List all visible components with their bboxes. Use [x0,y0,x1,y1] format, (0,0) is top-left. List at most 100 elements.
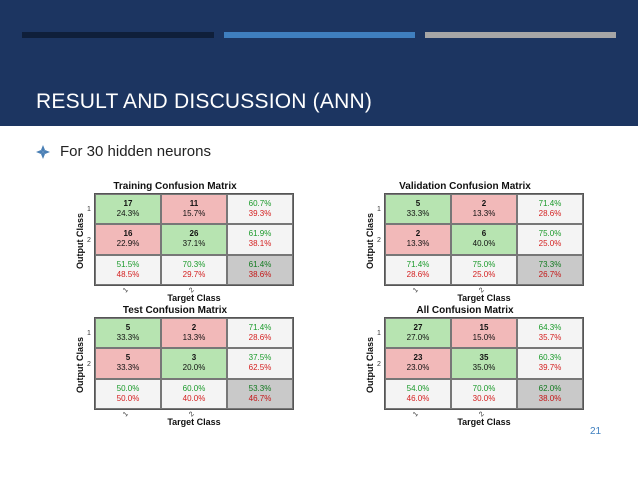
cell-primary: 23 [413,353,423,363]
cell-secondary: 46.0% [406,393,430,403]
cell-primary: 71.4% [406,259,430,269]
matrix-cell: 70.3% 29.7% [161,254,227,285]
cell-primary: 73.3% [538,259,562,269]
matrix-cell: 50.0% 50.0% [95,378,161,409]
cell-primary: 61.4% [248,259,272,269]
cell-primary: 2 [481,199,487,209]
decorative-bars [22,32,616,38]
validation-matrix-panel: Validation Confusion Matrix Output Class 1… [320,180,610,304]
cell-primary: 11 [189,199,199,209]
row-tick-2: 2 [87,361,91,368]
cell-primary: 64.3% [538,323,562,333]
matrix-cell: 61.4% 38.6% [227,254,293,285]
slide-header: RESULT AND DISCUSSION (ANN) [0,0,638,126]
cell-primary: 5 [415,199,421,209]
cell-primary: 75.0% [472,259,496,269]
cell-primary: 62.0% [538,383,562,393]
matrix-cell: 71.4% 28.6% [517,194,583,225]
matrix-cell: 2 13.3% [451,194,517,225]
matrix-cell: 23 23.0% [385,348,451,379]
bar-gray [425,32,616,38]
cell-secondary: 25.0% [472,269,496,279]
matrix-cell: 11 15.7% [161,194,227,225]
bar-dark [22,32,214,38]
row-tick-2: 2 [87,237,91,244]
cell-secondary: 62.5% [248,363,272,373]
cell-secondary: 38.6% [248,269,272,279]
row-tick-1: 1 [87,206,91,213]
matrix-cell: 64.3% 35.7% [517,318,583,349]
row-tick-1: 1 [377,206,381,213]
cell-secondary: 33.3% [406,209,430,219]
matrix-grid: 5 33.3% 2 13.3% 71.4% 28.6% 5 33.3% 3 20.0% 37.5% 6… [94,317,294,410]
matrix-cell: 60.0% 40.0% [161,378,227,409]
matrix-cell: 2 13.3% [385,224,451,255]
cell-primary: 54.0% [406,383,430,393]
cell-secondary: 40.0% [472,239,496,249]
matrix-cell: 61.9% 38.1% [227,224,293,255]
matrix-cell: 60.3% 39.7% [517,348,583,379]
cell-primary: 2 [191,323,197,333]
cell-secondary: 48.5% [116,269,140,279]
cell-primary: 5 [125,323,131,333]
matrix-cell: 35 35.0% [451,348,517,379]
cell-secondary: 35.0% [472,363,496,373]
row-tick-2: 2 [377,237,381,244]
matrix-cell: 2 13.3% [161,318,227,349]
matrix-title: Validation Confusion Matrix [399,181,531,192]
row-tick-1: 1 [377,330,381,337]
page-number: 21 [590,426,602,437]
matrix-cell: 16 22.9% [95,224,161,255]
cell-primary: 6 [481,229,487,239]
target-class-label: Target Class [457,417,511,427]
cell-secondary: 50.0% [116,393,140,403]
cell-primary: 50.0% [116,383,140,393]
cell-secondary: 37.1% [182,239,206,249]
cell-secondary: 39.3% [248,209,272,219]
matrix-cell: 70.0% 30.0% [451,378,517,409]
cell-secondary: 26.7% [538,269,562,279]
matrix-cell: 17 24.3% [95,194,161,225]
matrix-cell: 5 33.3% [95,318,161,349]
cell-secondary: 13.3% [472,209,496,219]
matrix-cell: 5 33.3% [95,348,161,379]
cell-primary: 27 [413,323,423,333]
target-class-label: Target Class [167,293,221,303]
output-class-label: Output Class [365,212,375,270]
cell-secondary: 15.0% [472,333,496,343]
slide-title: RESULT AND DISCUSSION (ANN) [36,90,373,113]
matrix-grid: 17 24.3% 11 15.7% 60.7% 39.3% 16 22.9% 26 37.1% 61… [94,193,294,286]
cell-secondary: 28.6% [248,333,272,343]
bullet-text: For 30 hidden neurons [60,143,211,160]
cell-secondary: 33.3% [116,333,140,343]
matrix-cell: 73.3% 26.7% [517,254,583,285]
diamond-bullet-icon [36,144,50,159]
matrix-cell: 71.4% 28.6% [385,254,451,285]
cell-secondary: 35.7% [538,333,562,343]
cell-secondary: 38.0% [538,393,562,403]
matrix-cell: 6 40.0% [451,224,517,255]
matrix-cell: 53.3% 46.7% [227,378,293,409]
matrix-title: Training Confusion Matrix [113,181,237,192]
target-class-label: Target Class [167,417,221,427]
matrix-cell: 75.0% 25.0% [451,254,517,285]
cell-secondary: 40.0% [182,393,206,403]
cell-primary: 70.3% [182,259,206,269]
matrix-title: Test Confusion Matrix [122,305,228,316]
matrix-cell: 60.7% 39.3% [227,194,293,225]
cell-secondary: 13.3% [182,333,206,343]
bullet-item: For 30 hidden neurons [36,143,211,160]
output-class-label: Output Class [365,336,375,394]
all-matrix-panel: All Confusion Matrix Output Class 1 2 27 27.0… [320,304,610,428]
training-matrix-panel: Training Confusion Matrix Output Class 1 2 1… [30,180,320,304]
row-tick-1: 1 [87,330,91,337]
matrix-grid: 27 27.0% 15 15.0% 64.3% 35.7% 23 23.0% 35 35.0% 60… [384,317,584,410]
cell-primary: 16 [123,229,133,239]
matrix-cell: 62.0% 38.0% [517,378,583,409]
cell-primary: 15 [479,323,489,333]
cell-primary: 75.0% [538,229,562,239]
matrix-cell: 27 27.0% [385,318,451,349]
cell-primary: 60.3% [538,353,562,363]
cell-secondary: 20.0% [182,363,206,373]
output-class-label: Output Class [75,336,85,394]
